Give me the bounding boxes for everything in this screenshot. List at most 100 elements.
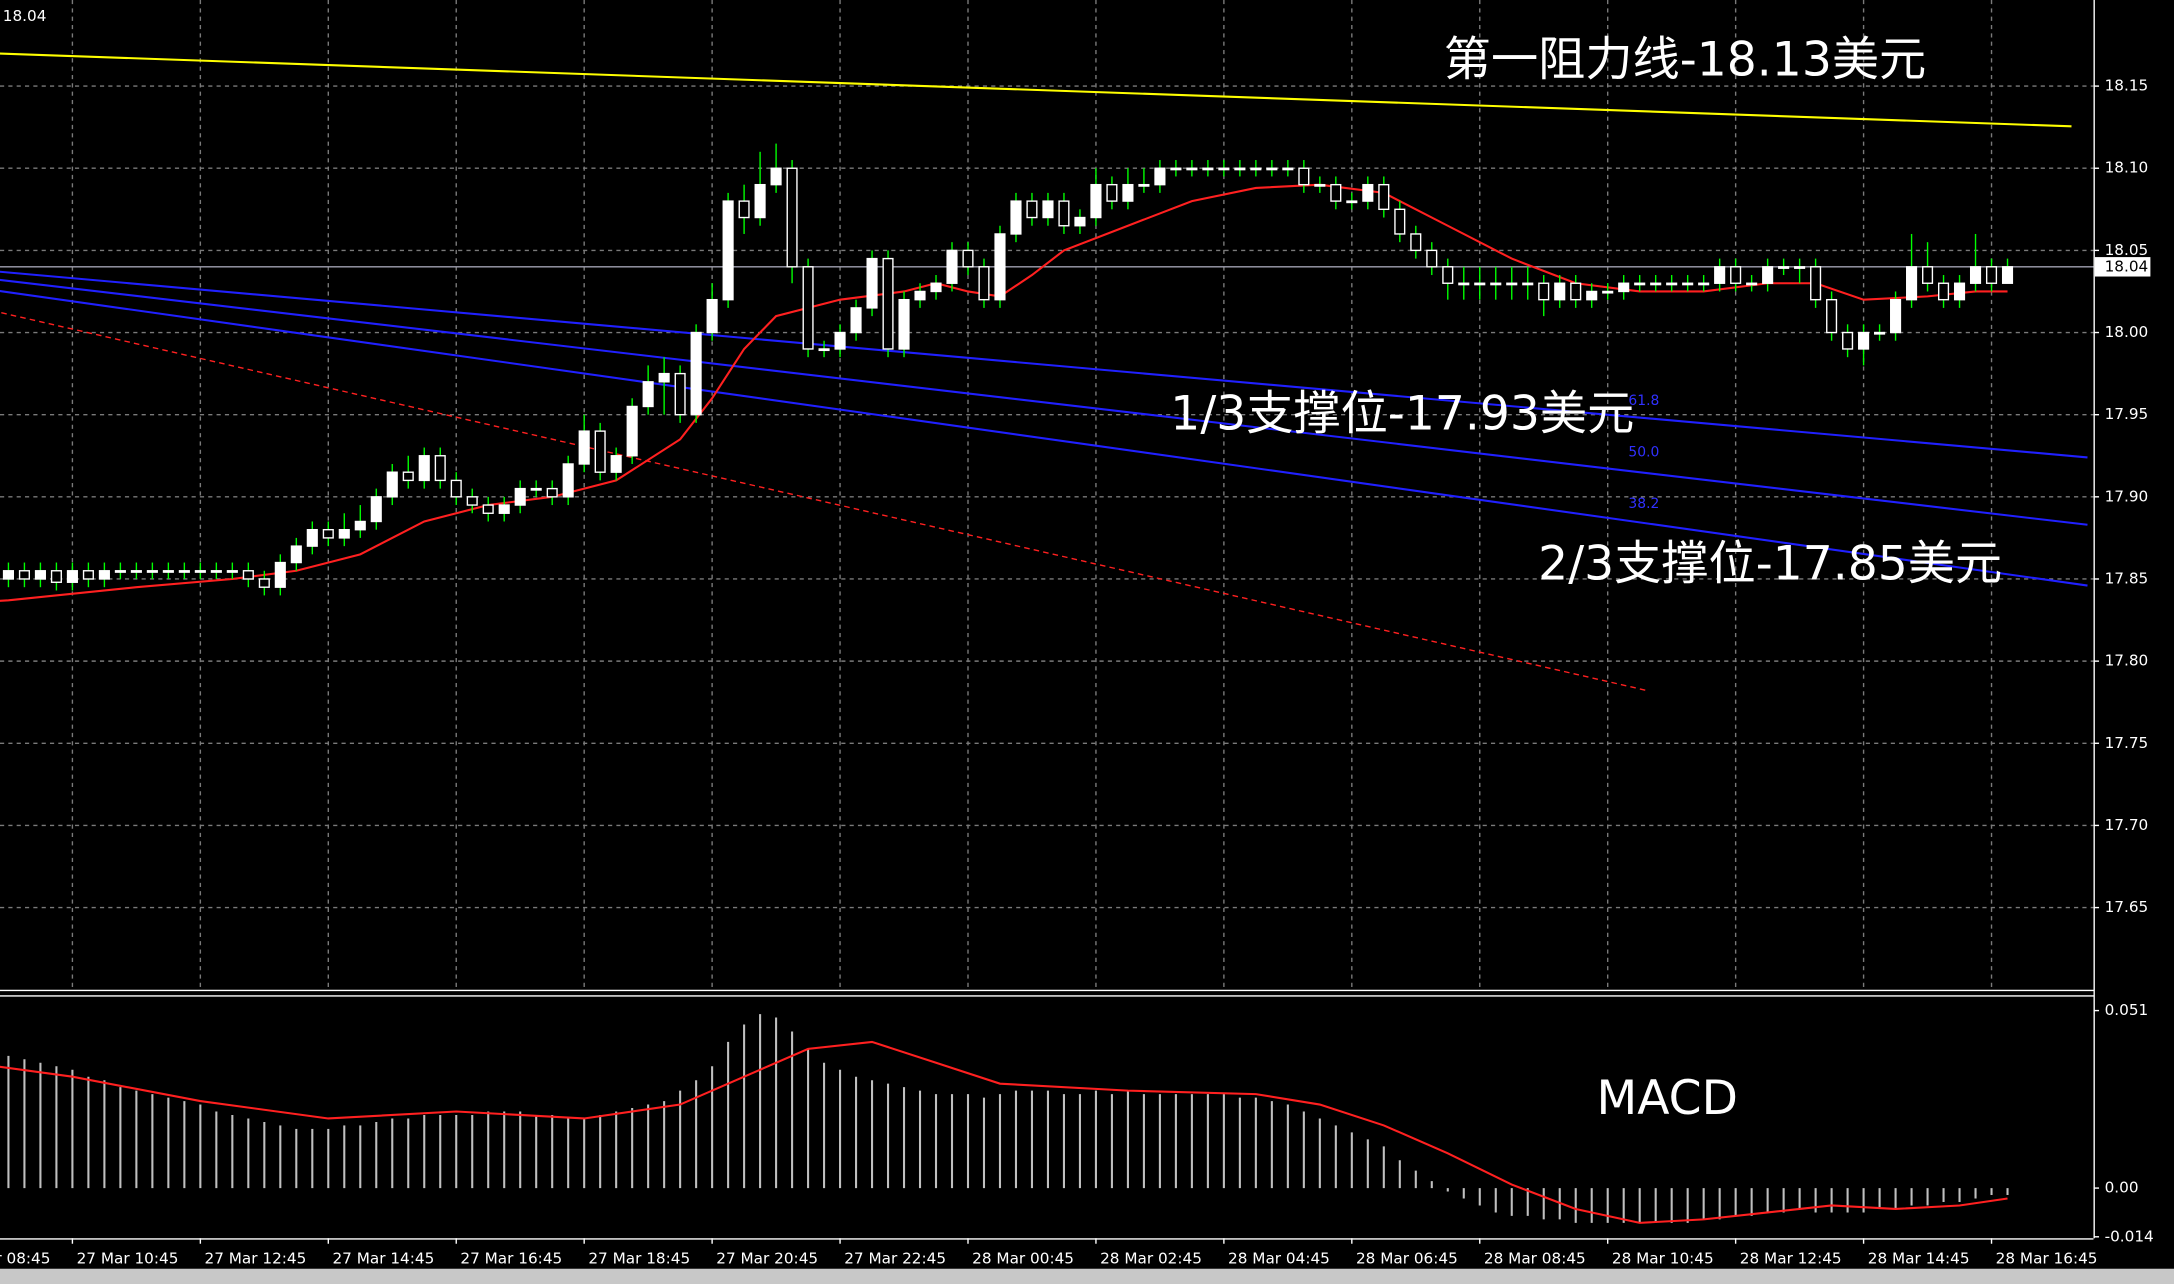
candle-body [1314,183,1326,187]
candle-body [498,504,510,514]
candle-body [1953,282,1966,301]
candle-body [1874,331,1886,335]
candle-body [258,578,270,588]
x-tick-label: 28 Mar 08:45 [1484,1250,1586,1268]
candle-body [2,570,14,580]
candle-body [546,487,558,498]
candle-body [946,249,958,284]
candle-body [338,528,350,539]
candle-body [1906,266,1918,301]
candle-body [1090,183,1102,219]
x-tick-label: 27 Mar 14:45 [332,1250,434,1268]
candle-body [850,307,862,334]
candle-body [1298,167,1310,186]
candle-body [1234,167,1246,171]
candle-body [514,487,526,506]
candle-body [322,528,334,539]
candle-body [274,561,286,588]
y-tick-label: 17.95 [2105,405,2149,423]
candle-body [706,298,718,334]
candle-body [1762,266,1774,284]
y2-tick-label: 0.00 [2105,1179,2139,1197]
candle-body [1426,249,1438,268]
bottom-frame [0,1268,2174,1284]
candle-body [178,570,190,573]
candle-body [866,257,878,309]
candle-body [898,298,910,350]
candle-body [1282,167,1294,171]
candle-body [1730,266,1742,284]
candle-body [1362,183,1374,202]
candle-body [1842,331,1854,350]
macd-signal [0,1040,2008,1224]
candle-body [1969,266,1982,284]
candle-body [1378,183,1390,211]
annotation: 2/3支撑位-17.85美元 [1538,536,2002,591]
candle-body [1394,208,1406,235]
candle-body [1458,282,1470,286]
x-tick-label: 27 Mar 18:45 [588,1250,690,1268]
candle-body [1650,282,1662,286]
price-pane: 61.8 50.0 38.2 [0,0,2094,990]
candle-body [754,183,766,219]
annotation: 第一阻力线-18.13美元 [1444,32,1926,87]
candle-body [386,471,398,498]
candle-body [882,257,894,350]
last-price-label: 18.04 [2105,257,2149,275]
candle-body [1266,167,1278,171]
candle-body [738,200,750,219]
trend-line [0,270,2088,459]
candle-body [1666,282,1678,286]
fib-label: 38.2 [1628,496,1659,512]
candle-body [66,570,78,583]
candle-body [1985,266,1998,284]
candle-body [626,405,638,457]
candle-body [1714,266,1726,284]
candle-body [1634,282,1646,286]
y-tick-label: 17.90 [2105,487,2149,505]
x-tick-label: 27 Mar 12:45 [205,1250,307,1268]
x-tick-label: 28 Mar 02:45 [1100,1250,1202,1268]
candle-body [1106,183,1118,202]
candle-body [1074,216,1086,227]
candle-body [1442,266,1454,284]
candle-body [1698,282,1710,286]
x-tick-label: 28 Mar 00:45 [972,1250,1074,1268]
y-tick-label: 18.10 [2105,159,2149,177]
y2-tick-label: -0.014 [2105,1227,2154,1245]
candle-body [1154,167,1166,186]
candle-body [434,455,446,482]
last-price-box [2094,257,2151,277]
candle-body [1506,282,1518,286]
candle-body [130,570,142,573]
candle-body [802,266,814,350]
candle-body [98,570,110,580]
candle-body [466,496,478,506]
candle-body [1586,290,1598,301]
x-tick-label: 27 Mar 22:45 [844,1250,946,1268]
candle-body [930,282,942,293]
x-tick-label: 28 Mar 14:45 [1868,1250,1970,1268]
candle-body [1554,282,1566,301]
candle-body [1058,200,1070,227]
candle-body [402,471,414,482]
candle-body [50,570,62,583]
candle-body [1858,331,1870,350]
candle-body [1682,282,1694,286]
candle-body [2001,266,2014,284]
candle-body [578,430,590,465]
candle-body [1522,282,1534,286]
candle-body [290,545,302,564]
candle-body [1490,282,1502,286]
candle-body [1538,282,1550,301]
candle-body [210,570,222,573]
candle-body [1346,200,1358,204]
candle-body [1410,233,1422,252]
candle-body [162,570,174,573]
candle-body [226,570,238,573]
candle-body [994,233,1006,301]
y-tick-label: 17.70 [2105,816,2149,834]
candle-body [1810,266,1822,301]
candle-body [482,504,494,514]
